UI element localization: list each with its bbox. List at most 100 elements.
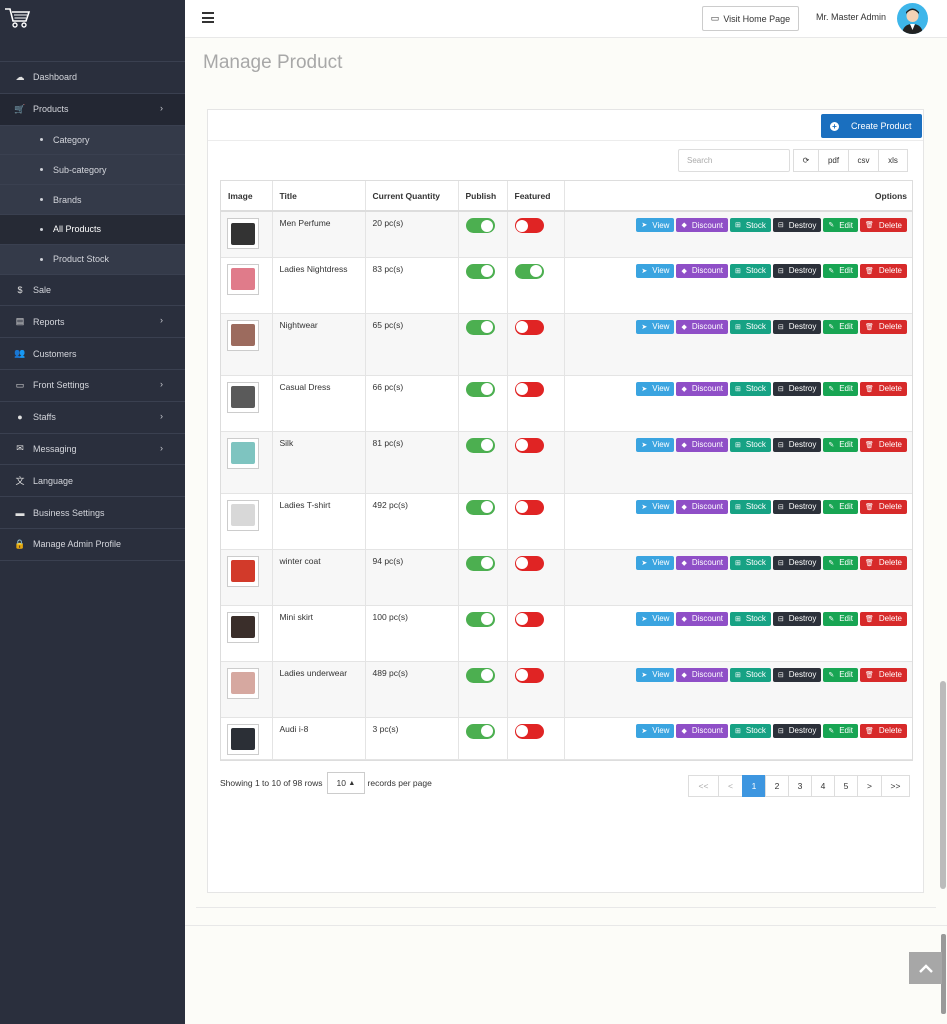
stock-button[interactable]: ⊞ Stock: [729, 381, 771, 396]
sidebar-item-customers[interactable]: 👥 Customers: [0, 338, 185, 370]
sidebar-item-language[interactable]: 文 Language: [0, 465, 185, 498]
page-button-next[interactable]: >: [857, 775, 882, 797]
edit-button[interactable]: ✎ Edit: [823, 667, 858, 682]
discount-button[interactable]: ◆ Discount: [676, 555, 728, 570]
stock-button[interactable]: ⊞ Stock: [729, 499, 771, 514]
back-to-top-button[interactable]: [909, 952, 942, 984]
discount-button[interactable]: ◆ Discount: [676, 723, 728, 738]
stock-button[interactable]: ⊞ Stock: [729, 319, 771, 334]
sidebar-item-staffs[interactable]: ● Staffs ›: [0, 402, 185, 434]
featured-toggle[interactable]: [514, 667, 544, 683]
scrollbar[interactable]: [940, 681, 946, 889]
destroy-button[interactable]: ⊟ Destroy: [772, 667, 822, 682]
scrollbar-secondary[interactable]: [941, 934, 946, 1014]
csv-button[interactable]: csv: [848, 149, 879, 172]
refresh-button[interactable]: ⟳: [793, 149, 819, 172]
view-button[interactable]: ➤ View: [636, 723, 675, 738]
featured-toggle[interactable]: [514, 218, 544, 233]
sidebar-subitem-brands[interactable]: Brands: [0, 185, 185, 215]
view-button[interactable]: ➤ View: [636, 555, 675, 570]
per-page-select[interactable]: 10 ▲: [326, 772, 365, 794]
destroy-button[interactable]: ⊟ Destroy: [772, 437, 822, 452]
sidebar-item-sale[interactable]: $ Sale: [0, 275, 185, 307]
publish-toggle[interactable]: [465, 555, 495, 571]
edit-button[interactable]: ✎ Edit: [823, 499, 858, 514]
view-button[interactable]: ➤ View: [636, 263, 675, 278]
publish-toggle[interactable]: [465, 723, 495, 739]
edit-button[interactable]: ✎ Edit: [823, 263, 858, 278]
publish-toggle[interactable]: [465, 499, 495, 515]
visit-home-button[interactable]: ▭ Visit Home Page: [702, 6, 799, 31]
edit-button[interactable]: ✎ Edit: [823, 319, 858, 334]
sidebar-subitem-product-stock[interactable]: Product Stock: [0, 244, 185, 275]
featured-toggle[interactable]: [514, 499, 544, 515]
sidebar-subitem-all-products[interactable]: All Products: [0, 214, 185, 245]
stock-button[interactable]: ⊞ Stock: [729, 555, 771, 570]
admin-name[interactable]: Mr. Master Admin: [816, 12, 887, 22]
featured-toggle[interactable]: [514, 723, 544, 739]
search-input[interactable]: Search: [678, 149, 790, 172]
publish-toggle[interactable]: [465, 437, 495, 453]
sidebar-item-dashboard[interactable]: ☁ Dashboard: [0, 62, 185, 94]
discount-button[interactable]: ◆ Discount: [676, 381, 728, 396]
sidebar-item-products[interactable]: 🛒 Products ›: [0, 93, 185, 126]
create-product-button[interactable]: + Create Product: [821, 114, 922, 138]
sidebar-item-front-settings[interactable]: ▭ Front Settings ›: [0, 370, 185, 402]
destroy-button[interactable]: ⊟ Destroy: [772, 263, 822, 278]
stock-button[interactable]: ⊞ Stock: [729, 611, 771, 626]
page-button-first[interactable]: <<: [688, 775, 719, 797]
discount-button[interactable]: ◆ Discount: [676, 499, 728, 514]
stock-button[interactable]: ⊞ Stock: [729, 263, 771, 278]
stock-button[interactable]: ⊞ Stock: [729, 667, 771, 682]
destroy-button[interactable]: ⊟ Destroy: [772, 499, 822, 514]
delete-button[interactable]: 🗑 Delete: [859, 723, 907, 738]
xls-button[interactable]: xls: [878, 149, 908, 172]
view-button[interactable]: ➤ View: [636, 499, 675, 514]
stock-button[interactable]: ⊞ Stock: [729, 437, 771, 452]
view-button[interactable]: ➤ View: [636, 611, 675, 626]
discount-button[interactable]: ◆ Discount: [676, 218, 728, 232]
menu-toggle-icon[interactable]: [202, 12, 214, 26]
destroy-button[interactable]: ⊟ Destroy: [772, 381, 822, 396]
delete-button[interactable]: 🗑 Delete: [859, 611, 907, 626]
publish-toggle[interactable]: [465, 381, 495, 397]
view-button[interactable]: ➤ View: [636, 667, 675, 682]
featured-toggle[interactable]: [514, 611, 544, 627]
featured-toggle[interactable]: [514, 319, 544, 335]
destroy-button[interactable]: ⊟ Destroy: [772, 723, 822, 738]
page-button-last[interactable]: >>: [881, 775, 910, 797]
discount-button[interactable]: ◆ Discount: [676, 667, 728, 682]
delete-button[interactable]: 🗑 Delete: [859, 499, 907, 514]
publish-toggle[interactable]: [465, 611, 495, 627]
discount-button[interactable]: ◆ Discount: [676, 263, 728, 278]
col-featured[interactable]: Featured: [507, 181, 565, 212]
featured-toggle[interactable]: [514, 263, 544, 279]
view-button[interactable]: ➤ View: [636, 319, 675, 334]
discount-button[interactable]: ◆ Discount: [676, 319, 728, 334]
stock-button[interactable]: ⊞ Stock: [729, 723, 771, 738]
destroy-button[interactable]: ⊟ Destroy: [772, 611, 822, 626]
pdf-button[interactable]: pdf: [818, 149, 849, 172]
edit-button[interactable]: ✎ Edit: [823, 555, 858, 570]
edit-button[interactable]: ✎ Edit: [823, 218, 858, 232]
destroy-button[interactable]: ⊟ Destroy: [772, 218, 822, 232]
sidebar-item-business-settings[interactable]: ▬ Business Settings: [0, 497, 185, 529]
page-button-5[interactable]: 5: [834, 775, 858, 797]
sidebar-item-messaging[interactable]: ✉ Messaging ›: [0, 434, 185, 466]
destroy-button[interactable]: ⊟ Destroy: [772, 319, 822, 334]
delete-button[interactable]: 🗑 Delete: [859, 381, 907, 396]
sidebar-subitem-category[interactable]: Category: [0, 125, 185, 156]
edit-button[interactable]: ✎ Edit: [823, 437, 858, 452]
delete-button[interactable]: 🗑 Delete: [859, 437, 907, 452]
page-button-3[interactable]: 3: [788, 775, 812, 797]
destroy-button[interactable]: ⊟ Destroy: [772, 555, 822, 570]
page-button-prev[interactable]: <: [718, 775, 743, 797]
publish-toggle[interactable]: [465, 319, 495, 335]
publish-toggle[interactable]: [465, 263, 495, 279]
avatar[interactable]: [897, 3, 928, 34]
view-button[interactable]: ➤ View: [636, 437, 675, 452]
delete-button[interactable]: 🗑 Delete: [859, 555, 907, 570]
col-publish[interactable]: Publish: [458, 181, 508, 212]
col-quantity[interactable]: Current Quantity: [365, 181, 459, 212]
edit-button[interactable]: ✎ Edit: [823, 723, 858, 738]
